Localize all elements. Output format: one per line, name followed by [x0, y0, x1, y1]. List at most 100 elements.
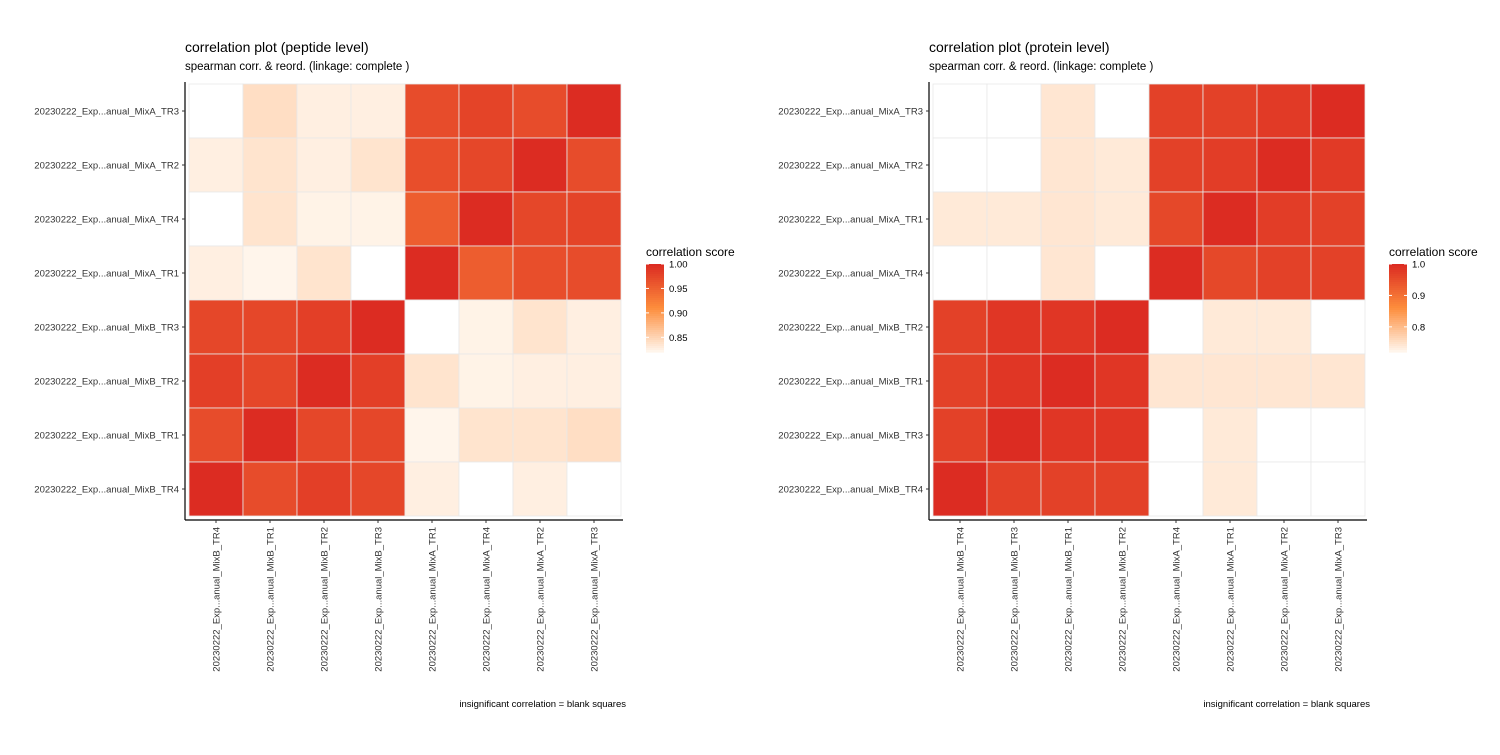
legend-gradient-step — [1389, 296, 1407, 299]
legend-gradient-step — [1389, 324, 1407, 327]
heatmap-cell — [512, 461, 568, 517]
heatmap-cell — [932, 461, 988, 517]
heatmap-cell — [512, 245, 568, 301]
legend-gradient-step — [646, 282, 664, 285]
heatmap-cell — [1148, 191, 1204, 247]
legend-gradient-step — [1389, 286, 1407, 289]
heatmap-cell — [296, 83, 352, 139]
heatmap-cell — [1094, 461, 1150, 517]
y-tick-label: 20230222_Exp...anual_MixA_TR4 — [34, 215, 179, 226]
heatmap-cell — [188, 299, 244, 355]
legend-gradient-step — [646, 296, 664, 299]
legend-gradient-step — [646, 342, 664, 345]
y-tick-label: 20230222_Exp...anual_MixB_TR1 — [34, 431, 179, 442]
legend-gradient-step — [646, 322, 664, 325]
heatmap-cell — [1040, 137, 1096, 193]
heatmap-cell — [1256, 353, 1312, 409]
heatmap-cell — [458, 191, 514, 247]
heatmap-cell — [1256, 191, 1312, 247]
heatmap-cell — [458, 83, 514, 139]
heatmap-cell — [1094, 407, 1150, 463]
legend-gradient-step — [646, 346, 664, 349]
heatmap-cell — [296, 137, 352, 193]
heatmap-cell — [566, 83, 622, 139]
heatmap-cell-blank — [932, 83, 988, 139]
y-tick-label: 20230222_Exp...anual_MixB_TR3 — [34, 323, 179, 334]
legend-title: correlation score — [646, 245, 735, 259]
legend-gradient-step — [1389, 334, 1407, 337]
legend-gradient-step — [1389, 302, 1407, 305]
x-tick-label: 20230222_Exp...anual_MixB_TR4 — [212, 527, 223, 672]
heatmap-cell — [1202, 353, 1258, 409]
heatmap-cell — [1256, 299, 1312, 355]
legend-gradient-step — [1389, 312, 1407, 315]
legend-gradient-step — [646, 266, 664, 269]
legend-gradient-step — [646, 306, 664, 309]
chart-title: correlation plot (protein level) — [929, 39, 1110, 55]
x-tick-label: 20230222_Exp...anual_MixA_TR4 — [482, 527, 493, 672]
legend-gradient-step — [1389, 322, 1407, 325]
heatmap-cell-blank — [1256, 407, 1312, 463]
heatmap-cell — [458, 407, 514, 463]
legend-gradient-step — [646, 272, 664, 275]
heatmap-cell-blank — [566, 461, 622, 517]
y-tick-label: 20230222_Exp...anual_MixB_TR2 — [34, 377, 179, 388]
heatmap-cell — [242, 353, 298, 409]
legend-gradient-step — [646, 270, 664, 273]
heatmap-cell — [566, 353, 622, 409]
y-axis-tick-labels: 20230222_Exp...anual_MixA_TR3 20230222_Ex… — [778, 107, 929, 496]
heatmap-cell-blank — [458, 461, 514, 517]
legend-gradient-step — [1389, 266, 1407, 269]
legend: correlation score 1.00 0.95 0.90 0.85 — [646, 245, 735, 353]
heatmap-cell — [1310, 353, 1366, 409]
legend-gradient-step — [646, 264, 664, 267]
legend-gradient-step — [646, 300, 664, 303]
legend-gradient-step — [646, 308, 664, 311]
legend-tick-label: 0.8 — [1412, 322, 1425, 333]
y-tick-label: 20230222_Exp...anual_MixA_TR2 — [778, 161, 923, 172]
legend-gradient-step — [646, 304, 664, 307]
legend-gradient-step — [646, 310, 664, 313]
legend-gradient-step — [646, 350, 664, 353]
x-tick-label: 20230222_Exp...anual_MixB_TR4 — [956, 527, 967, 672]
x-tick-label: 20230222_Exp...anual_MixA_TR1 — [1226, 527, 1237, 672]
legend-gradient-step — [1389, 350, 1407, 353]
heatmap-cell — [296, 407, 352, 463]
heatmap-cell — [566, 191, 622, 247]
legend-gradient-step — [1389, 320, 1407, 323]
legend-title: correlation score — [1389, 245, 1478, 259]
heatmap-cell-blank — [986, 83, 1042, 139]
legend-gradient-step — [646, 312, 664, 315]
x-tick-label: 20230222_Exp...anual_MixB_TR3 — [1010, 527, 1021, 672]
legend-gradient-step — [1389, 290, 1407, 293]
heatmap-cell — [986, 299, 1042, 355]
heatmap-cell — [242, 83, 298, 139]
x-tick-label: 20230222_Exp...anual_MixA_TR1 — [428, 527, 439, 672]
heatmap-cell — [350, 461, 406, 517]
legend-gradient-step — [1389, 284, 1407, 287]
heatmap-cell — [1094, 137, 1150, 193]
heatmap-cell — [1148, 137, 1204, 193]
legend-gradient-step — [1389, 338, 1407, 341]
heatmap-cell-blank — [986, 137, 1042, 193]
heatmap-cell — [566, 137, 622, 193]
heatmap-cell-blank — [1310, 461, 1366, 517]
legend-gradient-step — [646, 316, 664, 319]
heatmap-cell — [1040, 245, 1096, 301]
y-tick-label: 20230222_Exp...anual_MixA_TR3 — [778, 107, 923, 118]
legend-gradient-step — [1389, 314, 1407, 317]
axes — [928, 82, 1367, 521]
heatmap-cell-blank — [932, 245, 988, 301]
legend-gradient-step — [1389, 280, 1407, 283]
heatmap-cell — [242, 191, 298, 247]
x-tick-label: 20230222_Exp...anual_MixB_TR2 — [320, 527, 331, 672]
chart-subtitle: spearman corr. & reord. (linkage: comple… — [185, 61, 410, 73]
heatmap-cell — [1256, 83, 1312, 139]
legend-gradient-step — [646, 294, 664, 297]
heatmap-cell — [1310, 245, 1366, 301]
heatmap-cell — [296, 245, 352, 301]
legend-gradient-step — [646, 338, 664, 341]
legend: correlation score 1.0 0.9 0.8 — [1389, 245, 1478, 353]
